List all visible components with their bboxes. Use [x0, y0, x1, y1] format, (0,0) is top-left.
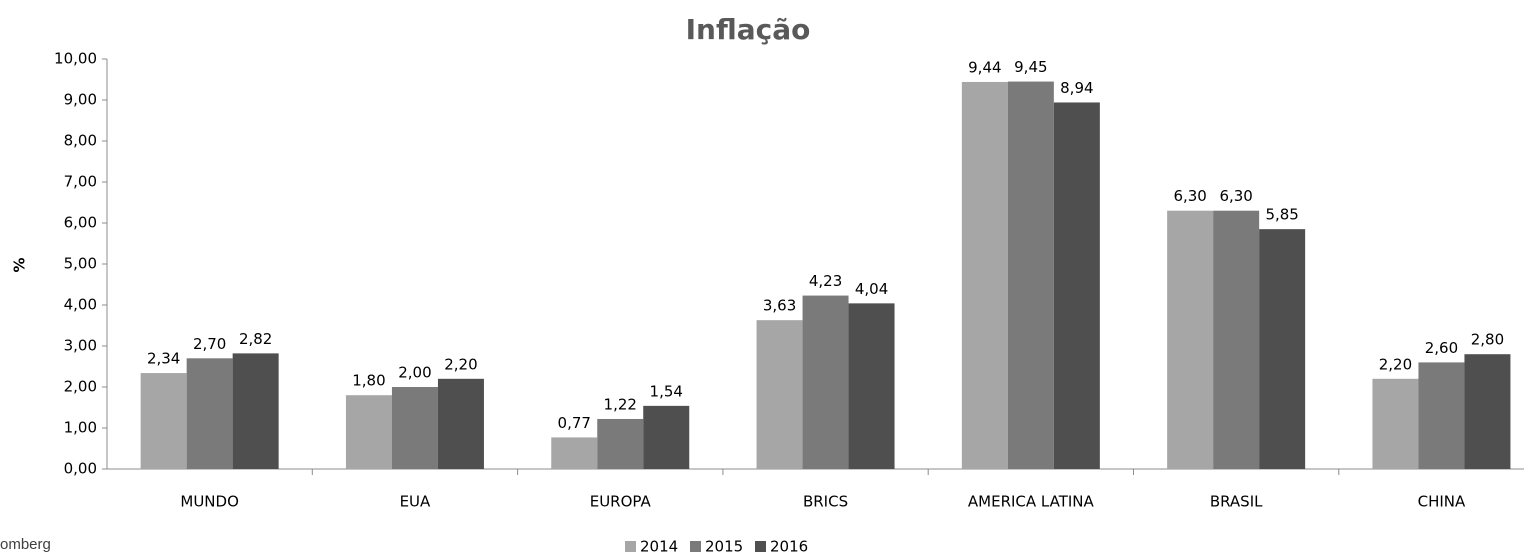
y-tick-label: 3,00 [64, 337, 97, 355]
legend-label: 2016 [770, 538, 808, 555]
bar [597, 418, 644, 469]
bar [1053, 102, 1100, 470]
data-label: 1,80 [352, 372, 385, 390]
bar [551, 437, 598, 469]
data-label: 2,34 [147, 350, 180, 368]
bar [1213, 210, 1260, 469]
x-tick-label: BRICS [803, 493, 848, 511]
y-tick-label: 0,00 [64, 460, 97, 478]
data-label: 3,63 [763, 297, 796, 315]
y-tick-label: 2,00 [64, 378, 97, 396]
data-label: 2,70 [193, 335, 226, 353]
data-label: 4,04 [855, 280, 888, 298]
legend-label: 2015 [705, 538, 743, 555]
y-tick-label: 7,00 [64, 173, 97, 191]
y-tick-label: 10,00 [54, 50, 97, 68]
bar [1464, 354, 1511, 469]
bar [756, 320, 803, 469]
x-tick-label: BRASIL [1210, 493, 1263, 511]
legend-swatch [625, 541, 636, 552]
bar [1259, 229, 1306, 469]
data-label: 2,60 [1425, 339, 1458, 357]
data-label: 6,30 [1219, 187, 1252, 205]
data-label: 2,20 [1379, 355, 1412, 373]
chart-title: Inflação [686, 13, 811, 46]
x-tick-label: MUNDO [180, 493, 239, 511]
x-tick-label: CHINA [1418, 493, 1466, 511]
data-label: 2,80 [1471, 331, 1504, 349]
x-tick-label: EUROPA [590, 493, 652, 511]
bar [232, 353, 279, 469]
bar [186, 358, 233, 469]
legend-label: 2014 [640, 538, 678, 555]
y-axis-label: % [11, 257, 29, 272]
data-label: 2,82 [239, 330, 272, 348]
data-label: 9,44 [968, 58, 1001, 76]
bar [848, 303, 895, 469]
data-label: 6,30 [1173, 187, 1206, 205]
bar [802, 295, 849, 469]
bar [345, 395, 392, 469]
data-label: 2,00 [398, 364, 431, 382]
x-tick-label: EUA [400, 493, 431, 511]
data-label: 0,77 [558, 414, 591, 432]
y-tick-label: 9,00 [64, 91, 97, 109]
data-label: 1,54 [650, 382, 683, 400]
y-tick-label: 6,00 [64, 214, 97, 232]
data-label: 5,85 [1265, 206, 1298, 224]
y-tick-label: 8,00 [64, 132, 97, 150]
bar [391, 387, 438, 469]
data-label: 1,22 [604, 395, 637, 413]
bar [1418, 362, 1465, 469]
data-label: 8,94 [1060, 79, 1093, 97]
x-tick-label: AMERICA LATINA [968, 493, 1095, 511]
y-tick-label: 5,00 [64, 255, 97, 273]
bar [1372, 378, 1419, 469]
legend-swatch [690, 541, 701, 552]
source: omberg [0, 536, 51, 553]
y-tick-label: 1,00 [64, 419, 97, 437]
bar [1007, 81, 1054, 470]
bar [643, 405, 690, 469]
data-label: 2,20 [444, 355, 477, 373]
legend-swatch [755, 541, 766, 552]
bar [437, 378, 484, 469]
bar [961, 81, 1008, 470]
data-label: 4,23 [809, 272, 842, 290]
data-label: 9,45 [1014, 58, 1047, 76]
bar [1167, 210, 1214, 469]
y-tick-label: 4,00 [64, 296, 97, 314]
bar [140, 373, 187, 469]
